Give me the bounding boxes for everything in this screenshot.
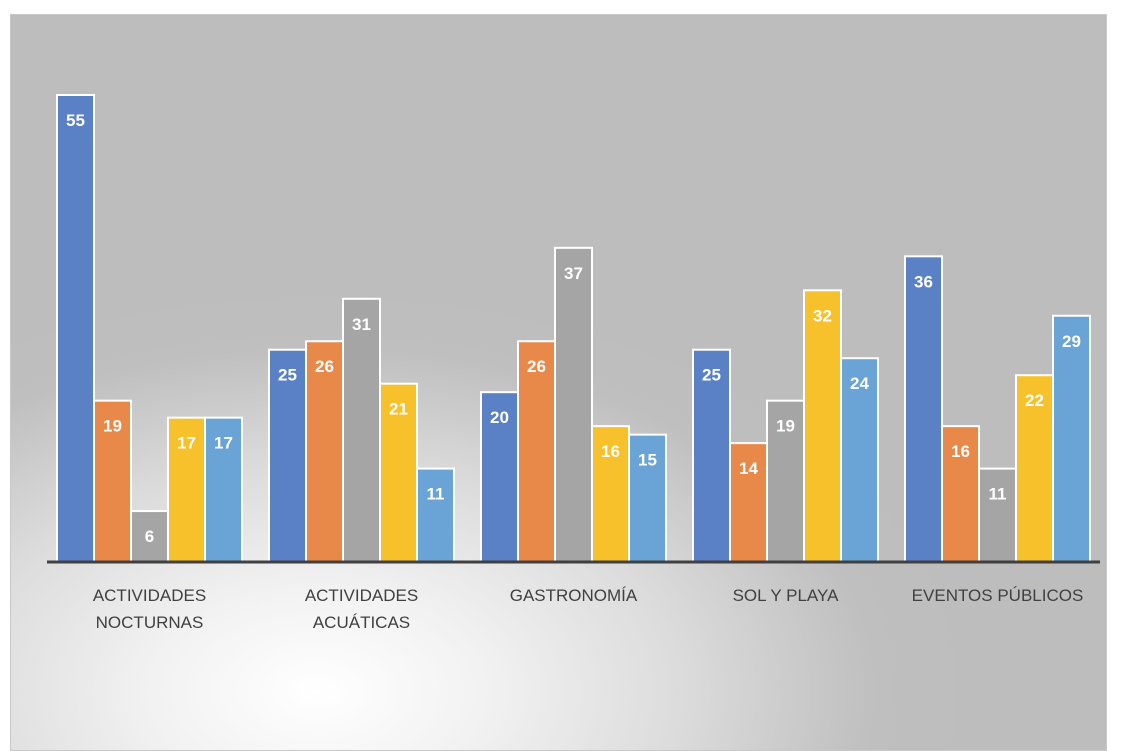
bar-3-1 [729, 442, 768, 563]
category-label-3-0: SOL Y PLAYA [733, 586, 840, 605]
category-label-2-0: GASTRONOMÍA [510, 586, 638, 605]
bars-layer: 55 19 6 17 17 25 26 31 21 11 20 26 37 16 15 25 14 19 32 24 3… [56, 94, 1091, 564]
bar-4-4 [1052, 314, 1091, 563]
data-label-0-0: 55 [66, 111, 85, 130]
data-label-4-0: 36 [914, 272, 933, 291]
bar-3-3 [803, 289, 842, 563]
bar-2-1 [517, 340, 556, 563]
data-label-2-0: 20 [490, 408, 509, 427]
bar-1-3 [379, 382, 418, 564]
category-label-0-0: ACTIVIDADES [93, 586, 206, 605]
data-label-1-4: 11 [427, 485, 445, 504]
category-label-1-1: ACUÁTICAS [313, 613, 410, 632]
category-label-0-1: NOCTURNAS [96, 613, 204, 632]
bar-4-1 [941, 425, 980, 563]
bar-1-0 [268, 348, 307, 563]
bar-0-1 [93, 399, 132, 563]
bar-3-4 [840, 357, 879, 563]
data-label-3-0: 25 [702, 366, 721, 385]
data-label-3-3: 32 [813, 306, 832, 325]
bar-4-0 [904, 255, 943, 563]
data-label-1-1: 26 [315, 357, 334, 376]
data-label-0-3: 17 [177, 434, 196, 453]
bar-1-4 [416, 467, 455, 564]
bar-4-2 [978, 467, 1017, 564]
data-label-4-1: 16 [951, 442, 970, 461]
data-label-0-4: 17 [214, 434, 233, 453]
bar-0-0 [56, 94, 95, 563]
data-label-0-2: 6 [145, 527, 154, 546]
data-label-1-3: 21 [389, 400, 408, 419]
category-label-1-0: ACTIVIDADES [305, 586, 418, 605]
data-label-3-2: 19 [776, 417, 795, 436]
data-label-4-4: 29 [1062, 332, 1081, 351]
data-label-2-3: 16 [601, 442, 620, 461]
bar-1-2 [342, 297, 381, 563]
bar-2-4 [628, 433, 667, 563]
data-label-1-0: 25 [278, 366, 297, 385]
category-label-4-0: EVENTOS PÚBLICOS [912, 586, 1084, 605]
data-label-4-3: 22 [1025, 391, 1044, 410]
data-label-3-4: 24 [850, 374, 869, 393]
data-label-4-2: 11 [989, 485, 1007, 504]
data-label-2-1: 26 [527, 357, 546, 376]
data-label-2-4: 15 [638, 451, 657, 470]
data-label-2-2: 37 [564, 264, 583, 283]
data-label-1-2: 31 [352, 315, 371, 334]
data-label-0-1: 19 [103, 417, 122, 436]
category-labels: ACTIVIDADES NOCTURNAS ACTIVIDADES ACUÁTICAS… [93, 586, 1084, 632]
data-label-3-1: 14 [739, 459, 758, 478]
bar-2-2 [554, 246, 593, 563]
